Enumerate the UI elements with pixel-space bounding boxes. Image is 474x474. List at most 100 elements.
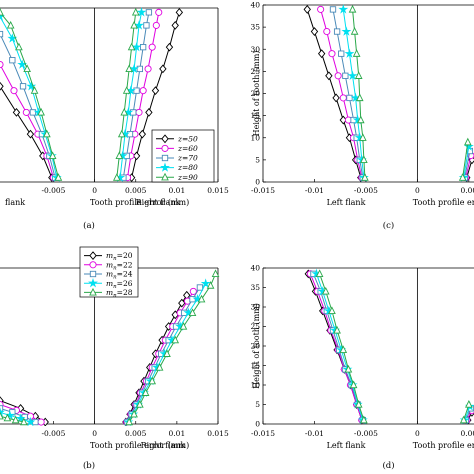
x-tick-label: -0.015 [251, 186, 275, 195]
left-flank-label: flank [5, 198, 25, 207]
y-tick-label: 40 [250, 1, 260, 10]
series-line-right-2 [464, 150, 471, 178]
data-point [303, 5, 311, 14]
data-point [197, 294, 206, 303]
data-point [196, 284, 204, 291]
series-line-left-0 [307, 273, 363, 421]
data-point [178, 298, 186, 308]
panel-caption: (c) [383, 220, 394, 231]
data-point [463, 137, 472, 146]
data-point [136, 65, 143, 73]
data-point [333, 325, 341, 334]
legend-marker [89, 270, 97, 278]
panel-caption: (a) [83, 220, 95, 231]
data-point [132, 151, 141, 161]
data-point [145, 9, 153, 16]
data-point [163, 349, 171, 357]
x-tick-label: -0.005 [41, 186, 65, 195]
data-point [329, 6, 337, 13]
legend-marker [88, 278, 98, 288]
x-tick-label: 0.005 [125, 186, 147, 195]
chart-panel-a: -0.005 0 0.005 0.01 0.015 Tooth profile error… [0, 7, 229, 231]
data-point [117, 129, 126, 138]
y-tick-label: 5 [255, 155, 260, 164]
data-point [0, 81, 4, 91]
data-point [334, 72, 342, 80]
legend-marker [161, 134, 169, 144]
left-flank-label: Left flank [327, 198, 366, 207]
x-tick-label: 0.015 [207, 429, 229, 438]
y-tick-label: 15 [250, 111, 260, 120]
data-point [338, 4, 349, 14]
data-point [360, 155, 368, 164]
data-point [0, 405, 4, 412]
data-point [136, 7, 147, 17]
data-point [139, 44, 147, 51]
data-point [126, 130, 134, 138]
panel-caption: (b) [83, 460, 95, 471]
data-point [211, 269, 220, 277]
y-axis-label: Height of tooth (mm) [252, 51, 261, 137]
legend-label: z=80 [177, 163, 198, 172]
data-point [131, 41, 142, 52]
data-point [189, 287, 197, 295]
data-point [315, 269, 324, 277]
legend-marker [161, 154, 169, 162]
left-flank-label: Left flank [327, 441, 366, 450]
x-tick-label: 0.015 [207, 186, 229, 195]
y-tick-label: 25 [250, 67, 260, 76]
y-tick-label: 35 [250, 283, 260, 292]
data-point [171, 335, 180, 344]
data-point [359, 133, 367, 141]
data-point [139, 87, 147, 95]
chart-panel-c: -0.015 -0.01 -0.005 0 0.00 0 5 10 15 20 25 30 35 40 He… [250, 1, 474, 231]
data-point [321, 286, 330, 295]
data-point [349, 380, 358, 389]
x-tick-label: -0.015 [251, 429, 275, 438]
data-point [141, 388, 150, 396]
series-line-right-4 [128, 273, 216, 423]
data-point [463, 141, 474, 151]
data-point [344, 364, 353, 373]
y-tick-label: 0 [255, 178, 260, 187]
data-point [20, 417, 28, 426]
data-point [115, 151, 124, 160]
series-layer [304, 268, 474, 425]
data-point [356, 115, 365, 124]
data-point [328, 306, 336, 315]
data-point [360, 415, 368, 424]
x-axis-label: Tooth profile error (mm) [413, 441, 474, 450]
data-point [143, 22, 150, 29]
data-point [129, 63, 140, 74]
data-point [12, 107, 21, 117]
legend: z=50z=60z=70z=80z=90 [151, 129, 215, 183]
legend-label: z=60 [177, 144, 198, 153]
x-tick-label: -0.005 [41, 429, 65, 438]
data-point [328, 50, 336, 58]
data-point [54, 173, 63, 181]
data-point [0, 411, 4, 420]
data-point [152, 21, 160, 29]
data-point [112, 173, 121, 181]
x-axis-label: Tooth profile error (mm) [90, 441, 189, 450]
data-point [339, 94, 347, 102]
data-point [37, 418, 45, 426]
legend-label: z=50 [177, 134, 198, 143]
data-point [43, 129, 51, 138]
data-point [11, 415, 20, 424]
data-point [10, 87, 18, 95]
y-tick-label: 30 [250, 303, 260, 312]
legend-label: mn=24 [106, 270, 133, 281]
data-point [133, 87, 140, 94]
data-point [206, 281, 215, 289]
data-point [22, 108, 30, 116]
right-flank-label: Right flank [136, 198, 181, 207]
data-point [459, 415, 468, 424]
data-point [354, 399, 363, 408]
data-point [350, 27, 359, 35]
data-point [348, 4, 357, 13]
data-point [344, 48, 355, 58]
legend-marker [160, 162, 170, 172]
